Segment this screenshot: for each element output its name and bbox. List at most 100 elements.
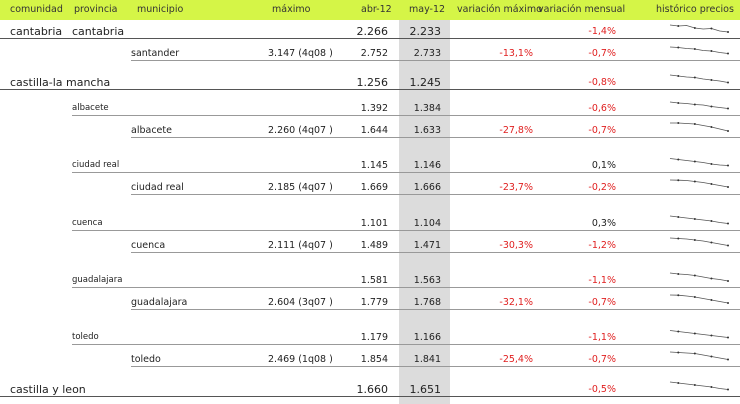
maximo-value: 2.260 (4q07 ) (268, 125, 333, 136)
comunidad-name: cantabria (10, 25, 63, 38)
sparkline-point (710, 334, 713, 337)
maximo-value: 2.111 (4q07 ) (268, 240, 333, 251)
historico-sparkline (669, 272, 729, 282)
sparkline-point (693, 103, 696, 106)
row-separator (0, 89, 740, 90)
may-value: 2.733 (413, 48, 441, 59)
abr-value: 1.581 (360, 275, 388, 286)
sparkline-line (669, 24, 729, 33)
municipio-name: toledo (131, 354, 161, 365)
maximo-value: 2.469 (1q08 ) (268, 354, 333, 365)
row-separator (72, 115, 740, 116)
maximo-value: 2.604 (3q07 ) (268, 297, 333, 308)
may-value: 2.233 (409, 25, 442, 38)
row-separator (131, 60, 740, 61)
sparkline-line (669, 46, 729, 54)
sparkline-point (727, 244, 729, 247)
sparkline-point (727, 302, 729, 304)
sparkline-point (710, 241, 713, 244)
municipio-name: albacete (131, 125, 172, 136)
sparkline-point (727, 280, 729, 282)
sparkline-point (693, 274, 696, 277)
abr-value: 1.256 (356, 76, 389, 89)
sparkline-line (669, 351, 729, 360)
abr-value: 1.179 (360, 332, 388, 343)
sparkline-line (669, 158, 729, 166)
row-separator (131, 366, 740, 367)
row-separator (131, 252, 740, 253)
sparkline-point (693, 332, 696, 335)
sparkline-point (693, 27, 696, 29)
sparkline-point (677, 294, 680, 297)
abr-value: 1.145 (360, 160, 388, 171)
historico-sparkline (669, 237, 729, 247)
sparkline-point (727, 130, 729, 132)
sparkline-point (710, 299, 713, 301)
sparkline-line (669, 272, 729, 282)
historico-sparkline (669, 158, 729, 167)
header-maximo: máximo (272, 4, 311, 15)
row-separator (131, 194, 740, 195)
variacion-maximo-value: -25,4% (499, 354, 533, 365)
variacion-mensual-value: -1,1% (588, 275, 616, 286)
maximo-value: 3.147 (4q08 ) (268, 48, 333, 59)
variacion-mensual-value: -0,7% (588, 354, 616, 365)
sparkline-point (693, 384, 696, 386)
table-header: comunidad provincia municipio máximo abr… (0, 0, 740, 20)
header-provincia: provincia (74, 4, 118, 15)
header-municipio: municipio (137, 4, 184, 15)
sparkline-point (693, 48, 696, 50)
comunidad-name: castilla y leon (10, 383, 86, 396)
sparkline-line (669, 101, 729, 109)
provincia-name: guadalajara (72, 275, 123, 285)
variacion-mensual-value: -1,2% (588, 240, 616, 251)
row-separator (0, 38, 740, 39)
historico-sparkline (669, 381, 729, 391)
sparkline-point (677, 75, 680, 77)
abr-value: 1.489 (360, 240, 388, 251)
variacion-mensual-value: -0,5% (588, 384, 616, 395)
may-value: 1.768 (413, 297, 441, 308)
historico-sparkline (669, 179, 729, 188)
variacion-mensual-value: 0,1% (591, 160, 616, 171)
municipio-name: guadalajara (131, 297, 188, 308)
variacion-maximo-value: -32,1% (499, 297, 533, 308)
sparkline-point (727, 186, 729, 188)
abr-value: 1.101 (360, 218, 388, 229)
variacion-mensual-value: -0,2% (588, 182, 616, 193)
may-value: 1.841 (413, 354, 441, 365)
sparkline-point (710, 163, 713, 165)
abr-value: 1.644 (360, 125, 388, 136)
may-value: 1.104 (413, 218, 441, 229)
sparkline-line (669, 179, 729, 188)
row-separator (72, 172, 740, 173)
header-may: may-12 (409, 4, 446, 15)
header-variacion-mensual: variación mensual (538, 4, 626, 15)
sparkline-point (677, 25, 680, 27)
sparkline-line (669, 294, 729, 304)
municipio-name: ciudad real (131, 182, 184, 193)
sparkline-point (677, 382, 680, 384)
header-historico-precios: histórico precios (656, 4, 734, 15)
row-separator (131, 309, 740, 310)
sparkline-point (693, 123, 696, 125)
may-value: 1.146 (413, 160, 441, 171)
sparkline-point (693, 160, 696, 163)
variacion-mensual-value: -0,7% (588, 48, 616, 59)
sparkline-point (677, 158, 680, 161)
sparkline-point (693, 352, 696, 355)
sparkline-point (677, 351, 680, 354)
municipio-name: santander (131, 48, 180, 59)
variacion-mensual-value: -0,7% (588, 125, 616, 136)
abr-value: 1.669 (360, 182, 388, 193)
historico-sparkline (669, 351, 729, 361)
sparkline-point (710, 220, 713, 222)
variacion-mensual-value: -1,4% (588, 26, 616, 37)
historico-sparkline (669, 330, 729, 339)
may-value: 1.651 (409, 383, 442, 396)
sparkline-point (677, 273, 680, 275)
historico-sparkline (669, 24, 729, 33)
abr-value: 1.660 (356, 383, 389, 396)
variacion-mensual-value: 0,3% (591, 218, 616, 229)
